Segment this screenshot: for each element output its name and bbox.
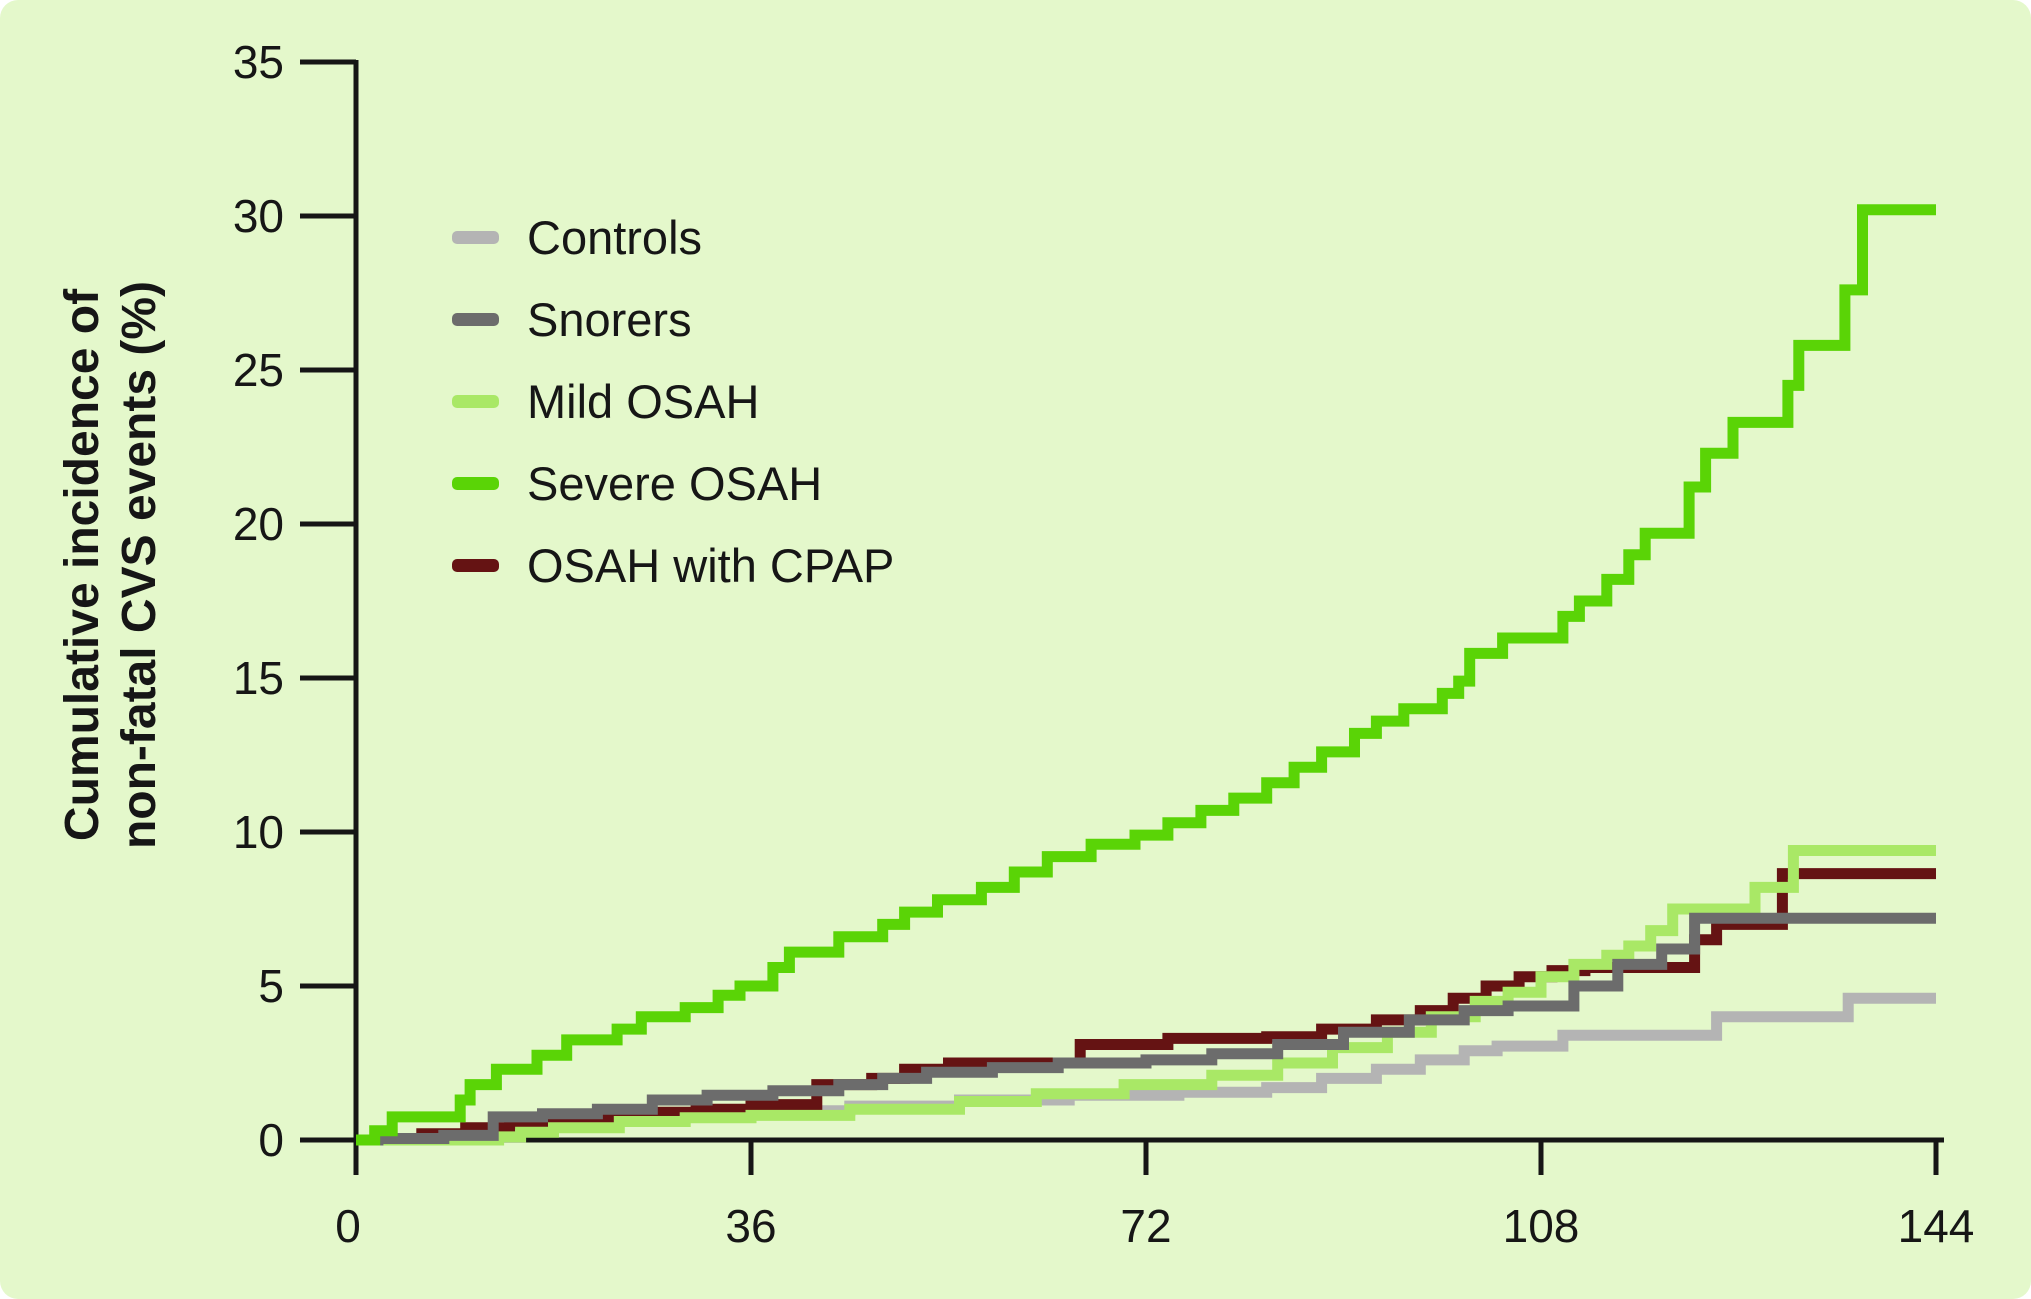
legend-swatch-controls xyxy=(452,230,499,244)
legend-label-osah-with-cpap: OSAH with CPAP xyxy=(527,538,895,592)
x-tick-label: 0 xyxy=(335,1200,361,1252)
y-axis-title-line1: Cumulative incidence of xyxy=(56,288,109,842)
legend-swatch-osah-with-cpap xyxy=(452,558,499,572)
y-tick-label: 25 xyxy=(233,344,284,396)
y-axis-title: Cumulative incidence of non-fatal CVS ev… xyxy=(54,0,170,1185)
legend-swatch-severe-osah xyxy=(452,476,499,490)
legend-item-snorers: Snorers xyxy=(452,278,894,360)
legend-label-controls: Controls xyxy=(527,210,703,264)
legend-item-osah-with-cpap: OSAH with CPAP xyxy=(452,524,894,606)
x-tick-label: 36 xyxy=(725,1200,776,1252)
x-tick-label: 144 xyxy=(1898,1200,1975,1252)
y-tick-label: 30 xyxy=(233,190,284,242)
y-tick-label: 5 xyxy=(258,960,284,1012)
legend-label-mild-osah: Mild OSAH xyxy=(527,374,760,428)
legend-swatch-snorers xyxy=(452,312,499,326)
legend-item-controls: Controls xyxy=(452,196,894,278)
x-tick-label: 72 xyxy=(1120,1200,1171,1252)
legend-item-severe-osah: Severe OSAH xyxy=(452,442,894,524)
legend-label-snorers: Snorers xyxy=(527,292,692,346)
legend-label-severe-osah: Severe OSAH xyxy=(527,456,823,510)
y-axis-title-line2: non-fatal CVS events (%) xyxy=(113,280,166,850)
y-tick-label: 20 xyxy=(233,498,284,550)
legend-swatch-mild-osah xyxy=(452,394,499,408)
x-tick-label: 108 xyxy=(1503,1200,1580,1252)
series-line-mild-osah xyxy=(356,845,1936,1146)
legend: Controls Snorers Mild OSAH Severe OSAH O… xyxy=(452,196,894,606)
y-tick-label: 0 xyxy=(258,1114,284,1166)
series-line-snorers xyxy=(356,912,1936,1146)
series-line-severe-osah xyxy=(356,204,1936,1146)
legend-item-mild-osah: Mild OSAH xyxy=(452,360,894,442)
y-tick-label: 35 xyxy=(233,36,284,88)
y-tick-label: 15 xyxy=(233,652,284,704)
y-tick-label: 10 xyxy=(233,806,284,858)
